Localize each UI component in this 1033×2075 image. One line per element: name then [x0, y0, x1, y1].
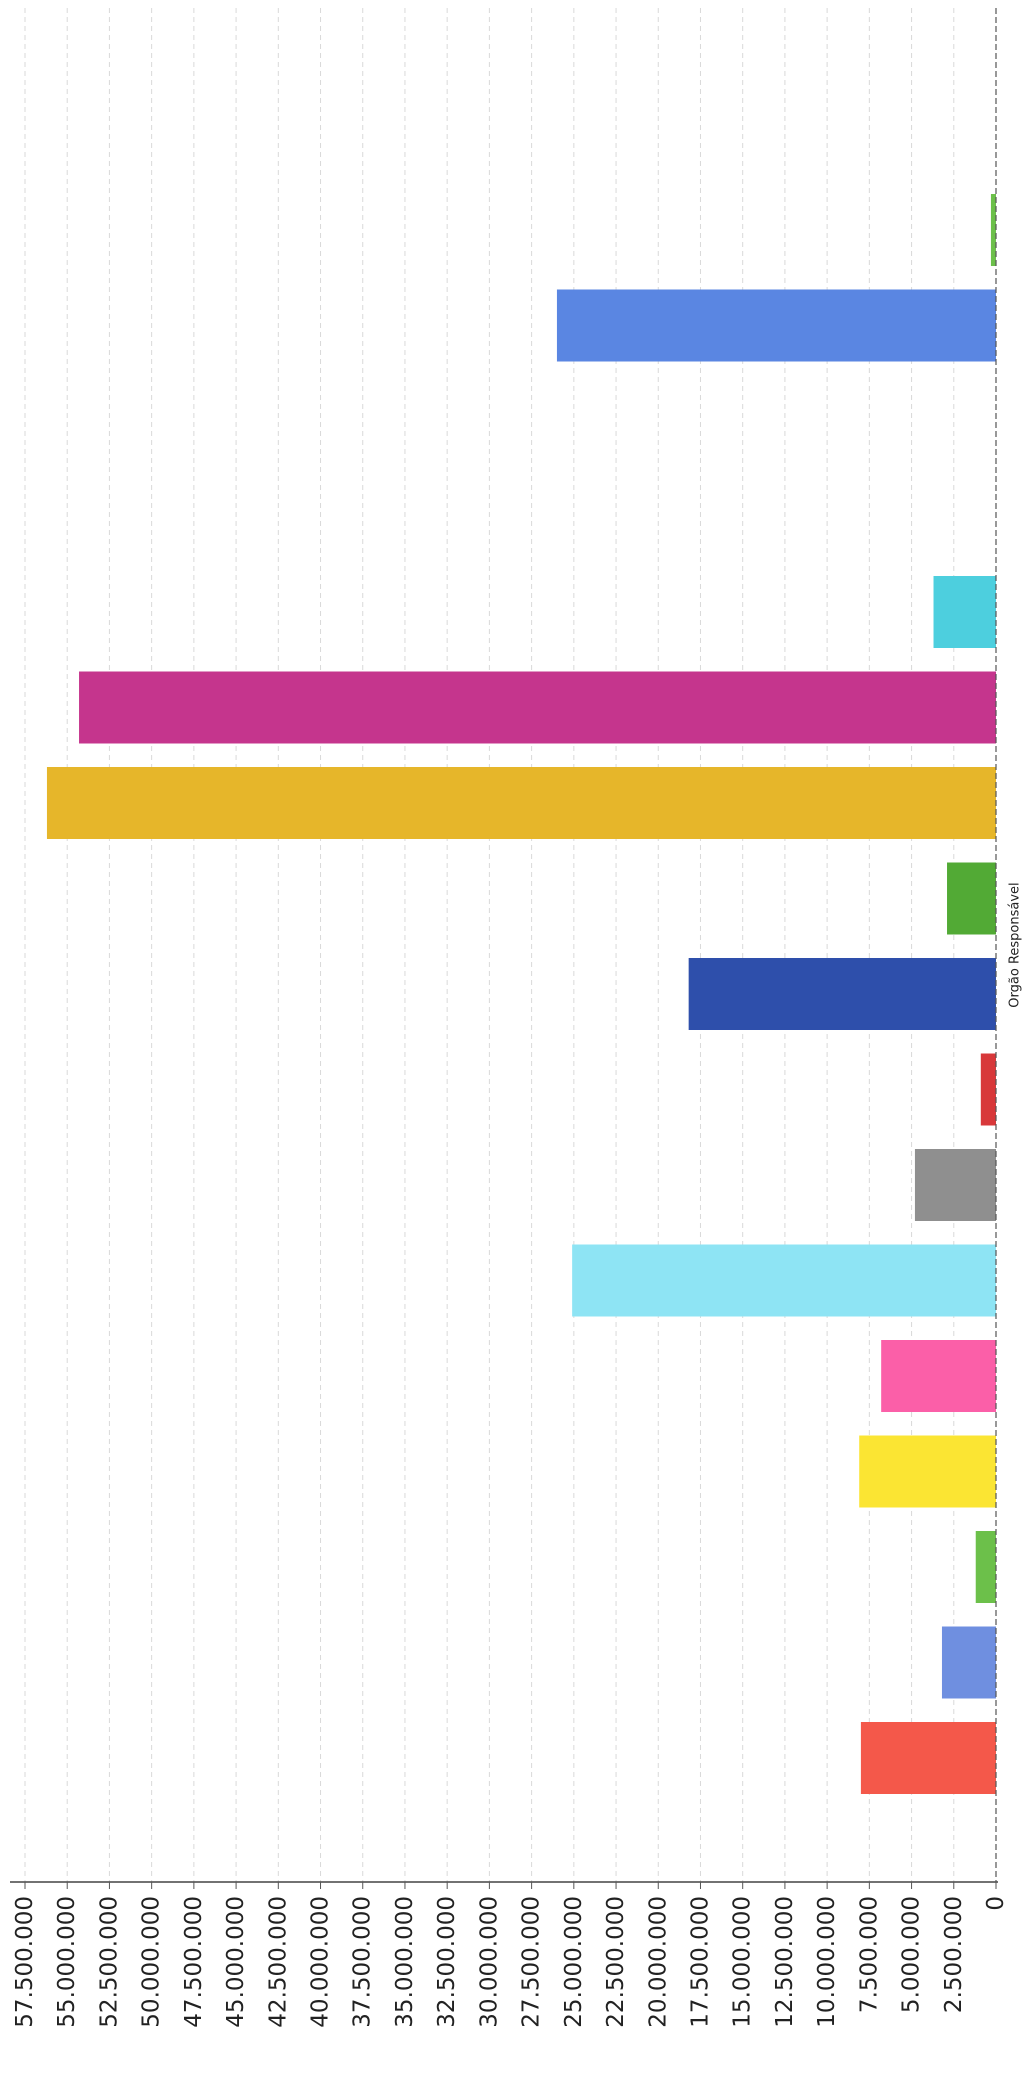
bar	[572, 1244, 996, 1317]
bar	[881, 1340, 996, 1412]
value-tick-label: 20.000.000	[645, 1896, 671, 2028]
value-tick-label: 2.500.000	[941, 1896, 967, 2013]
bar	[980, 1053, 996, 1126]
value-tick-label: 37.500.000	[350, 1896, 376, 2028]
value-tick-label: 17.500.000	[687, 1896, 713, 2028]
bar	[688, 958, 996, 1030]
bar	[975, 1531, 996, 1603]
bar	[933, 576, 996, 648]
value-tick-label: 5.000.000	[899, 1896, 925, 2013]
value-tick-label: 40.000.000	[308, 1896, 334, 2028]
bar	[79, 671, 996, 744]
value-tick-label: 50.000.000	[139, 1896, 165, 2028]
value-tick-label: 0	[983, 1896, 1009, 1911]
value-tick-label: 57.500.000	[12, 1896, 38, 2028]
value-tick-label: 32.500.000	[434, 1896, 460, 2028]
bar	[990, 194, 996, 266]
bar	[556, 289, 996, 362]
axes	[10, 8, 998, 1883]
value-tick-label: 22.500.000	[603, 1896, 629, 2028]
bar	[859, 1435, 996, 1508]
bar	[914, 1149, 996, 1221]
value-tick-label: 55.000.000	[54, 1896, 80, 2028]
value-tick-label: 35.000.000	[392, 1896, 418, 2028]
bar	[46, 767, 996, 839]
value-tick-label: 25.000.000	[561, 1896, 587, 2028]
value-tick-label: 45.000.000	[223, 1896, 249, 2028]
bar	[947, 862, 996, 935]
value-tick-label: 30.000.000	[476, 1896, 502, 2028]
bar	[941, 1626, 996, 1699]
value-tick-label: 42.500.000	[265, 1896, 291, 2028]
value-tick-label: 12.500.000	[772, 1896, 798, 2028]
value-tick-label: 27.500.000	[519, 1896, 545, 2028]
value-ticks: 0 2.500.000 5.000.000 7.500.000 10.000.000 12…	[12, 1882, 1009, 2028]
value-tick-label: 15.000.000	[730, 1896, 756, 2028]
value-tick-label: 47.500.000	[181, 1896, 207, 2028]
value-tick-label: 52.500.000	[96, 1896, 122, 2028]
value-tick-label: 7.500.000	[856, 1896, 882, 2013]
gridlines	[24, 8, 955, 1882]
bar	[860, 1722, 996, 1794]
category-axis-label: Orgão Responsável	[1008, 882, 1023, 1007]
value-tick-label: 10.000.000	[814, 1896, 840, 2028]
bars	[46, 194, 996, 1794]
